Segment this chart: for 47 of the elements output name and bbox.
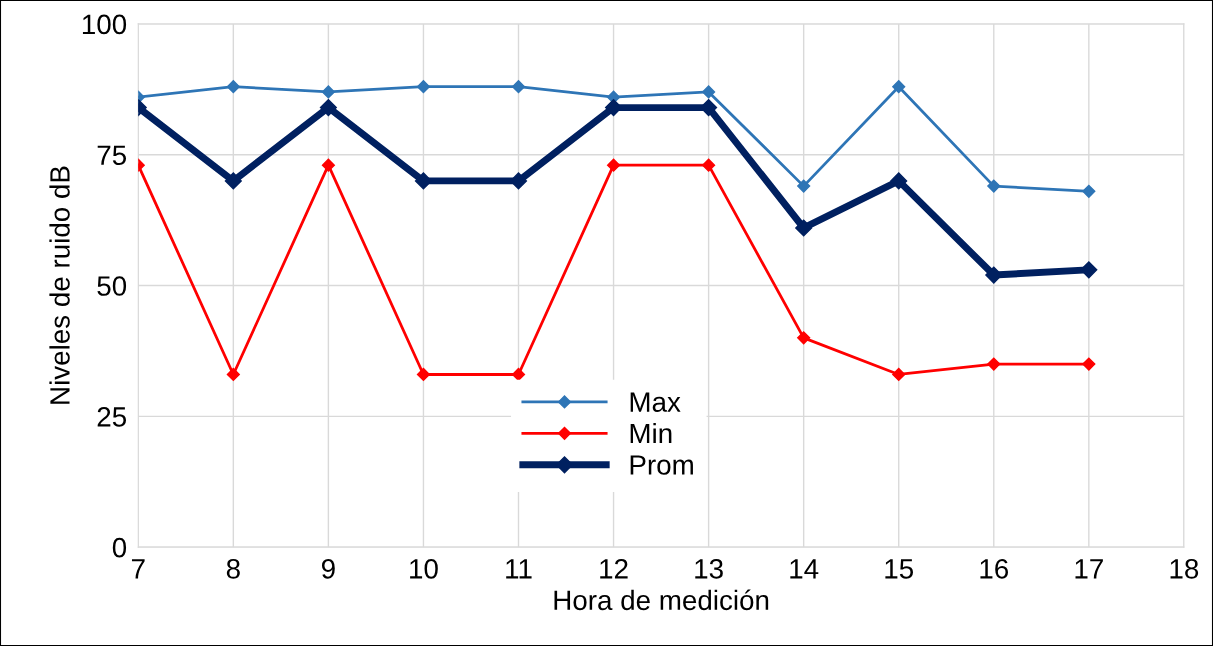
point — [416, 367, 431, 382]
point — [321, 85, 335, 99]
point — [987, 357, 1001, 371]
point — [797, 331, 811, 345]
legend-label: Min — [630, 422, 672, 444]
x-tick-label: 12 — [600, 559, 628, 579]
point — [321, 158, 335, 172]
x-tick-label: 11 — [506, 559, 532, 579]
y-axis-title: Niveles de ruido dB — [49, 166, 70, 404]
point — [987, 179, 1001, 193]
x-tick-label: 7 — [131, 559, 145, 579]
y-tick-label: 25 — [97, 407, 127, 427]
x-axis-title: Hora de medición — [554, 589, 769, 611]
point — [890, 172, 908, 190]
y-tick-label: 50 — [97, 276, 127, 296]
point — [1082, 184, 1096, 198]
x-tick-label: 10 — [410, 559, 438, 579]
legend-label: Prom — [630, 455, 693, 475]
point — [511, 367, 526, 382]
x-tick-label: 9 — [321, 559, 335, 579]
point — [797, 179, 811, 193]
point — [606, 158, 621, 172]
point — [511, 80, 526, 94]
point — [414, 172, 432, 190]
x-tick-label: 8 — [226, 559, 240, 579]
y-tick-label: 100 — [82, 14, 127, 35]
point — [892, 367, 906, 382]
point — [700, 99, 718, 117]
point — [702, 158, 716, 172]
y-tick-label: 75 — [97, 145, 127, 166]
point — [702, 85, 716, 99]
point — [795, 219, 813, 237]
x-tick-label: 13 — [695, 559, 723, 579]
y-tick-label: 0 — [112, 537, 127, 558]
point — [226, 367, 240, 382]
x-tick-label: 14 — [790, 559, 819, 579]
point — [226, 80, 240, 94]
point — [892, 80, 906, 94]
point — [416, 80, 431, 94]
point — [1082, 357, 1096, 371]
x-tick-label: 15 — [885, 559, 914, 579]
legend-label: Max — [630, 392, 681, 412]
point — [224, 172, 242, 190]
x-tick-label: 17 — [1075, 559, 1103, 579]
x-tick-label: 18 — [1170, 559, 1199, 579]
x-tick-label: 16 — [980, 559, 1009, 579]
point — [319, 99, 337, 117]
